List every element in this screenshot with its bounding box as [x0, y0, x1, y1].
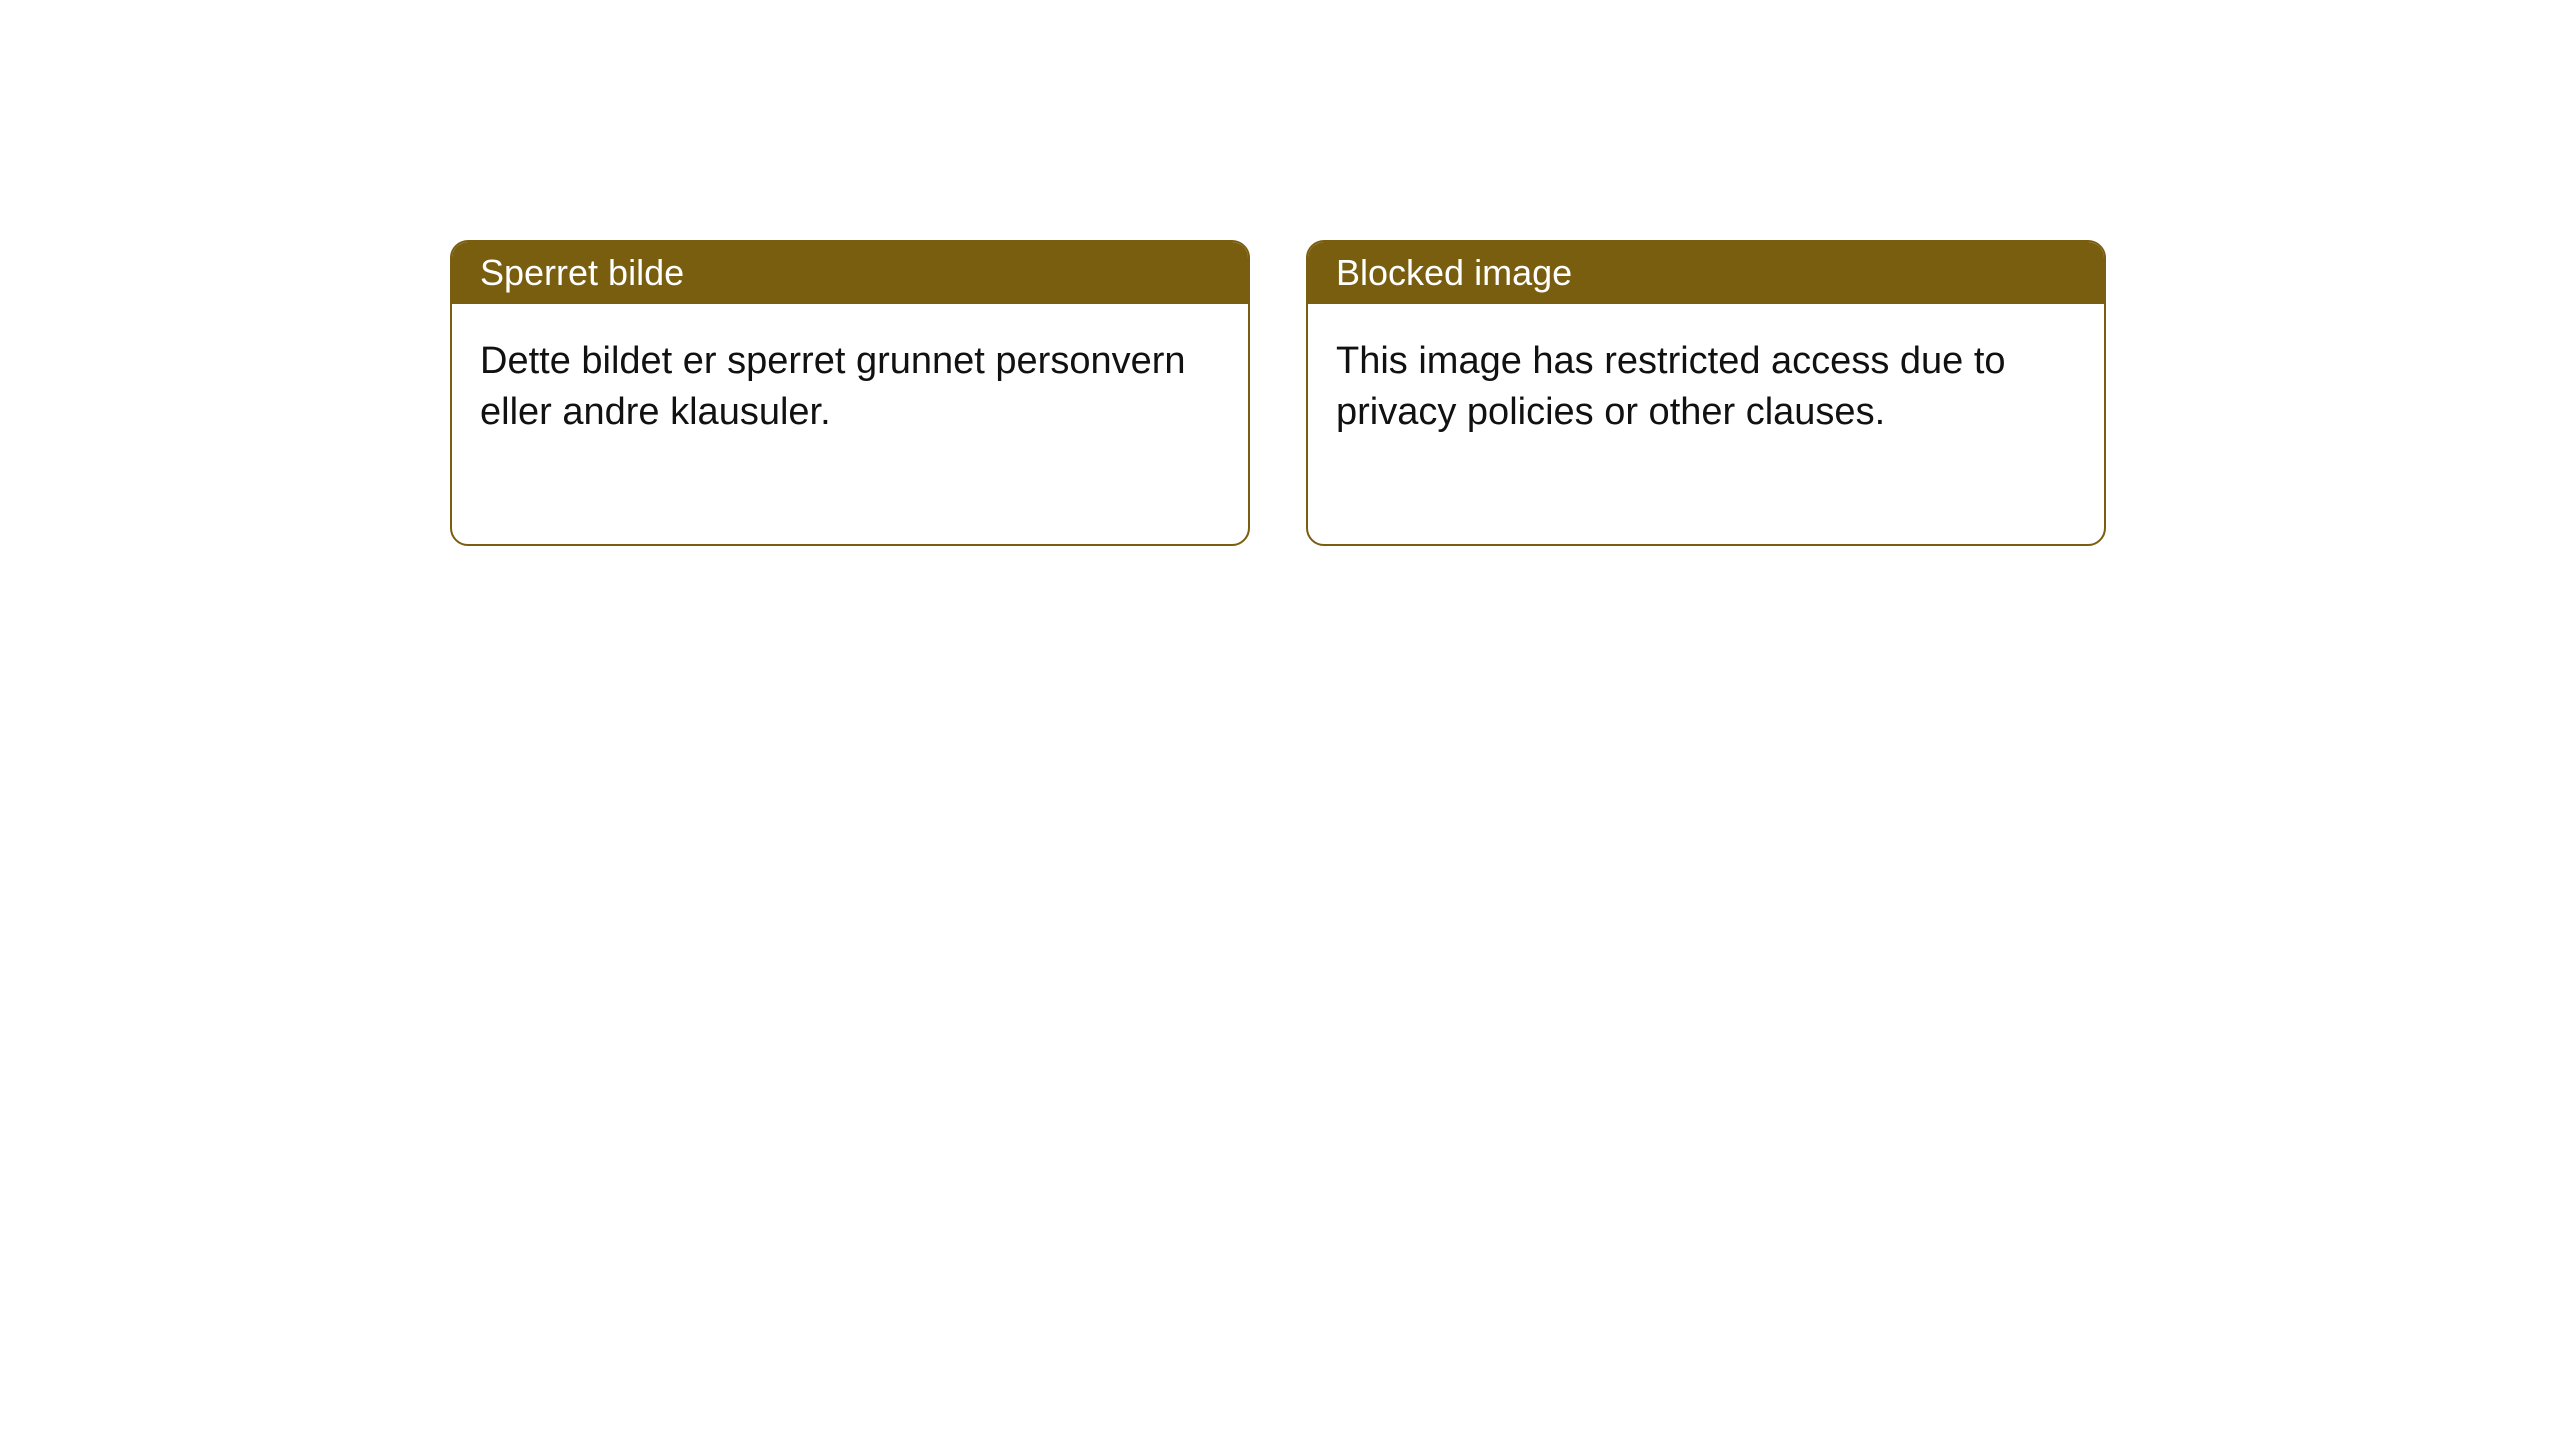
- notice-card-title: Sperret bilde: [452, 242, 1248, 304]
- notice-card-norwegian: Sperret bilde Dette bildet er sperret gr…: [450, 240, 1250, 546]
- notice-card-body: This image has restricted access due to …: [1308, 304, 2104, 544]
- notice-card-body: Dette bildet er sperret grunnet personve…: [452, 304, 1248, 544]
- notice-card-english: Blocked image This image has restricted …: [1306, 240, 2106, 546]
- notice-card-title: Blocked image: [1308, 242, 2104, 304]
- notice-cards-container: Sperret bilde Dette bildet er sperret gr…: [450, 240, 2106, 546]
